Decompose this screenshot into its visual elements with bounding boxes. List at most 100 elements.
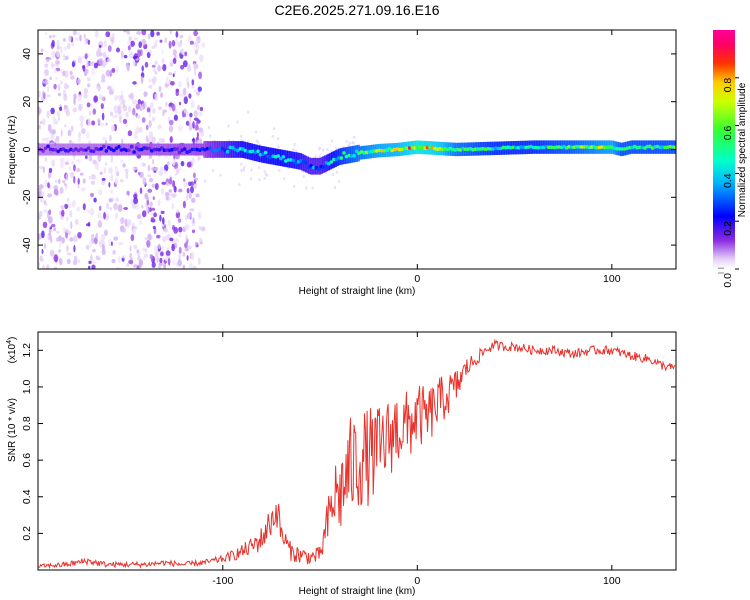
spectrogram-noise-dot [193,41,199,48]
spectrogram-noise-dot [165,101,168,107]
spectrogram-ridge-cell [569,145,574,149]
spectrogram-noise-dot [120,159,124,163]
spectrogram-noise-dot [123,105,128,112]
spectrogram-noise-dot [93,62,98,69]
spectrogram-noise-dot [182,87,187,96]
spectrogram-noise-dot [73,164,76,172]
spectrogram-noise-dot [77,232,82,239]
spectrogram-noise-dot [60,161,64,169]
spectrogram-ridge-cell [304,161,308,165]
spectrogram-noise-dot [73,93,77,100]
spectrogram-noise-dot [129,245,132,252]
spectrogram-y-tick-label: 20 [21,96,33,108]
spectrogram-noise-dot [87,39,91,45]
spectrogram-ridge-halo [47,143,50,156]
spectrogram-noise-dot [75,37,79,41]
spectrogram-noise-dot [116,47,120,53]
spectrogram-ridge-halo [185,143,189,156]
spectrogram-noise-dot [322,148,325,152]
spectrogram-noise-dot [183,108,187,114]
spectrogram-x-label: Height of straight line (km) [299,286,416,297]
spectrogram-ridge-halo [257,145,260,162]
spectrogram-noise-dot [246,110,250,114]
spectrogram-noise-dot [292,148,295,152]
spectrogram-noise-dot [184,242,188,249]
spectrogram-noise-dot [44,179,48,188]
spectrogram-noise-dot [326,147,329,151]
spectrogram-noise-dot [107,85,112,91]
spectrogram-noise-dot [58,117,61,121]
spectrogram-noise-dot [200,131,204,137]
spectrogram-noise-dot [151,167,156,171]
spectrogram-noise-dot [66,252,72,256]
spectrogram-ridge-halo [231,141,234,158]
spectrogram-noise-dot [73,97,76,105]
spectrogram-noise-dot [68,166,72,171]
spectrogram-noise-dot [42,221,48,229]
spectrogram-noise-dot [165,76,169,85]
spectrogram-noise-dot [121,227,125,233]
spectrogram-noise-dot [162,64,167,72]
spectrogram-noise-dot [195,241,198,246]
spectrogram-noise-dot [53,69,58,74]
spectrogram-noise-dot [165,195,169,201]
spectrogram-noise-dot [97,154,102,163]
spectrogram-noise-dot [91,67,96,76]
spectrogram-noise-dot [45,137,50,144]
spectrogram-noise-dot [194,177,199,182]
spectrogram-noise-dot [91,264,96,269]
spectrogram-noise-dot [192,265,197,269]
spectrogram-noise-dot [152,159,155,165]
spectrogram-noise-dot [77,184,80,189]
spectrogram-noise-dot [87,83,91,88]
spectrogram-noise-dot [185,234,188,242]
spectrogram-noise-dot [108,89,114,95]
spectrogram-noise-dot [80,187,86,192]
spectrogram-noise-dot [62,226,66,232]
spectrogram-ridge-cell [380,148,384,153]
spectrogram-noise-dot [183,181,188,188]
spectrogram-noise-dot [111,124,115,132]
snr-frame [37,331,677,571]
spectrogram-noise-dot [177,80,183,88]
spectrogram-noise-dot [198,257,201,265]
spectrogram-noise-dot [121,50,124,59]
spectrogram-noise-dot [79,34,82,42]
spectrogram-noise-dot [196,105,201,111]
spectrogram-noise-dot [145,124,149,131]
spectrogram-noise-dot [197,156,201,161]
spectrogram-noise-dot [80,120,83,128]
colorbar-ticks: 0.0 0.2 0.4 0.6 0.8 [718,77,739,288]
spectrogram-noise-dot [92,248,96,253]
spectrogram-noise-dot [199,54,204,62]
spectrogram-noise-dot [208,134,212,138]
spectrogram-noise-dot [156,234,161,239]
spectrogram-y-tick-label: 0 [21,146,33,152]
spectrogram-noise-dot [59,106,63,111]
spectrogram-ridge-cell [172,147,177,151]
spectrogram-noise-dot [293,142,296,147]
spectrogram-noise-dot [153,245,158,253]
spectrogram-noise-dot [247,140,250,144]
spectrogram-noise-dot [163,170,167,174]
spectrogram-ridge-cell [230,145,235,150]
snr-y-tick-label: 1.0 [21,379,33,394]
spectrogram-noise-dot [158,261,163,267]
spectrogram-ridge-cell [291,158,296,163]
spectrogram-noise-dot [59,240,62,249]
spectrogram-noise-dot [171,243,175,252]
snr-series-line [38,338,676,570]
spectrogram-noise-dot [155,39,158,45]
spectrogram-noise-dot [86,131,90,140]
spectrogram-noise-dot [330,139,334,143]
spectrogram-noise-dot [171,203,174,210]
spectrogram-noise-dot [108,238,112,247]
spectrogram-ridge-cell [129,144,134,149]
snr-y-tick-label: 0.4 [21,489,33,504]
spectrogram-noise-dot [94,162,99,166]
spectrogram-noise-dot [154,251,160,257]
spectrogram-y-label: Frequency (Hz) [7,116,18,185]
spectrogram-noise-dot [172,193,177,198]
spectrogram-noise-dot [90,254,93,262]
spectrogram-noise-dot [152,107,156,114]
